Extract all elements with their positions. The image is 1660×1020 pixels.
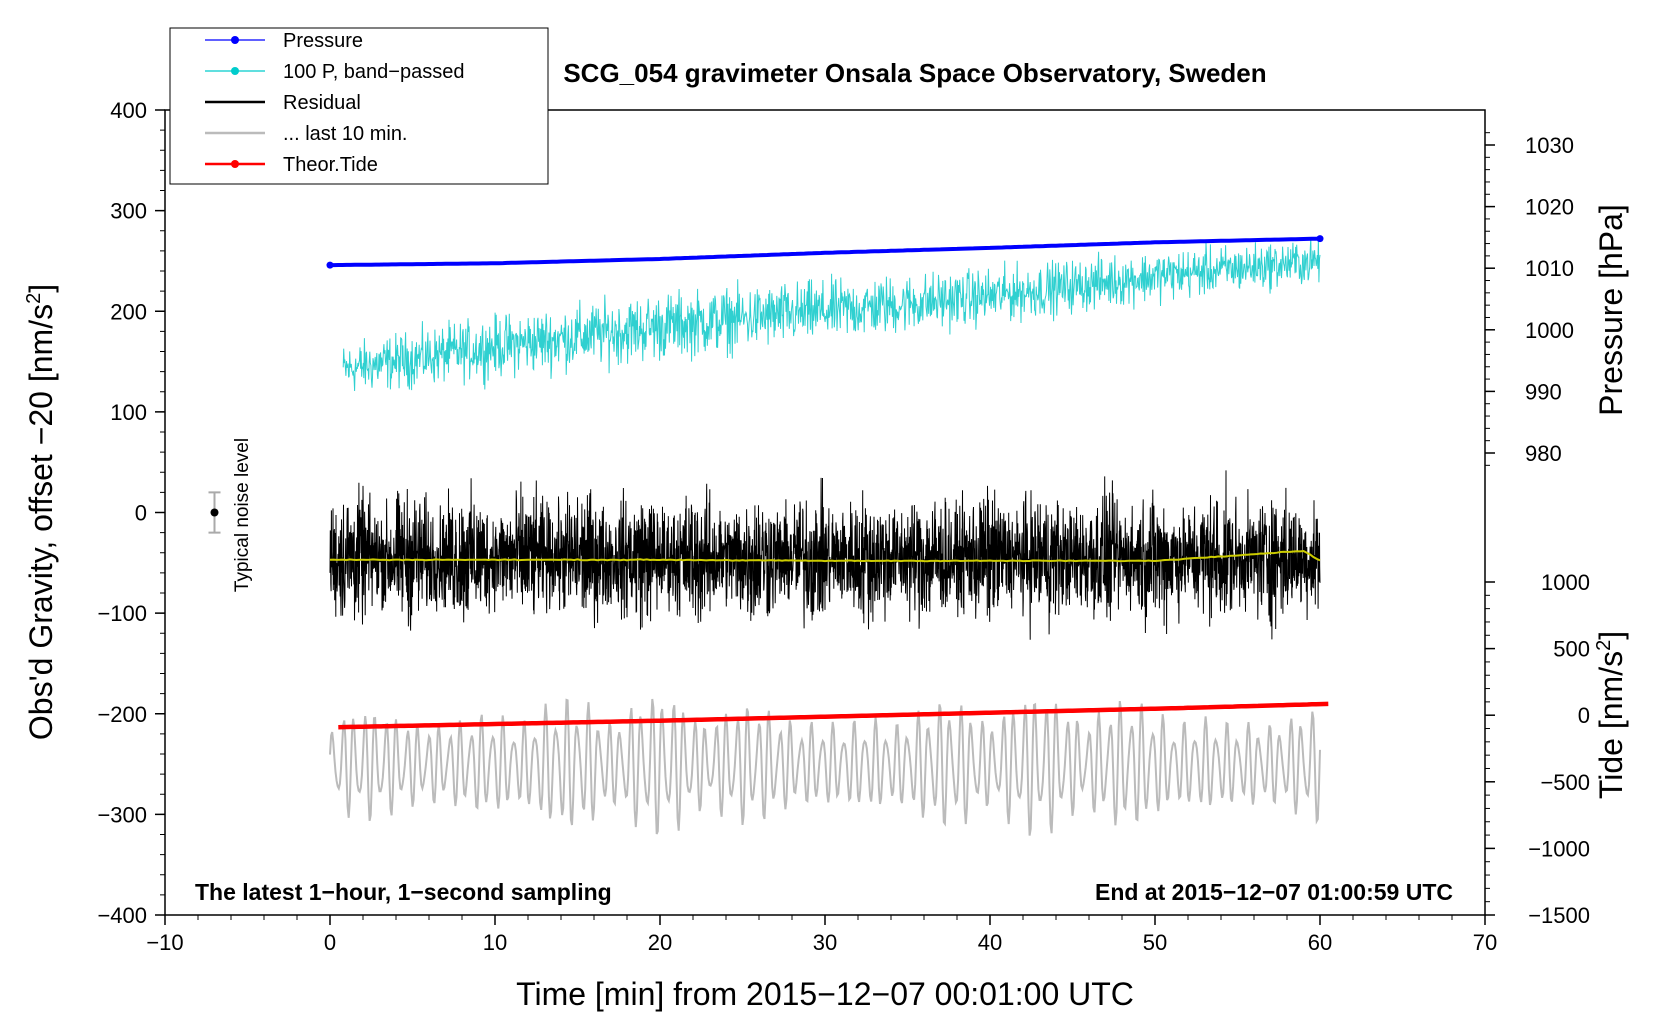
series-residual-smoothed-line	[329, 549, 1321, 563]
series-layer	[326, 235, 1329, 836]
y-tick-label: −200	[97, 702, 147, 727]
x-tick-label: 40	[978, 930, 1002, 955]
x-tick-label: 30	[813, 930, 837, 955]
x-axis-title: Time [min] from 2015−12−07 00:01:00 UTC	[516, 976, 1134, 1012]
y-axis-tide-title: Tide [nm/s2]	[1593, 631, 1629, 799]
pressure-tick-label: 990	[1525, 379, 1562, 404]
tide-tick-label: 0	[1578, 703, 1590, 728]
tide-tick-label: 500	[1553, 637, 1590, 662]
tide-tick-label: −1500	[1528, 903, 1590, 928]
y-axis-left-title: Obs'd Gravity, offset −20 [nm/s2]	[23, 284, 59, 740]
y-axis-pressure-title: Pressure [hPa]	[1593, 204, 1629, 416]
y-tick-label: −300	[97, 802, 147, 827]
series-pressure-end-point	[1316, 235, 1324, 243]
y-tick-label: 200	[110, 299, 147, 324]
legend-box	[169, 27, 549, 185]
tide-tick-label: 1000	[1541, 570, 1590, 595]
y-tick-label: −100	[97, 601, 147, 626]
y-tick-label: 300	[110, 199, 147, 224]
series-band-passed-line	[342, 237, 1321, 392]
pressure-tick-label: 980	[1525, 441, 1562, 466]
y-axis-pressure-ticks: 980 990 1000 1010 1020 1030	[1485, 132, 1574, 466]
x-tick-label: 10	[483, 930, 507, 955]
legend-label-2: Residual	[283, 92, 361, 114]
x-tick-label: 0	[324, 930, 336, 955]
annotation-end-time: End at 2015−12−07 01:00:59 UTC	[1095, 879, 1453, 905]
y-tick-label: 400	[110, 98, 147, 123]
annotation-sampling: The latest 1−hour, 1−second sampling	[195, 879, 612, 905]
pressure-tick-label: 1030	[1525, 133, 1574, 158]
series-last-10-min-line	[329, 698, 1321, 836]
y-axis-left-ticks: −400 −300 −200 −100 0 100 200 300 400	[97, 98, 165, 928]
legend-label-3: ... last 10 min.	[283, 123, 408, 145]
pressure-tick-label: 1020	[1525, 195, 1574, 220]
series-pressure-line	[330, 236, 1321, 268]
legend-marker-0	[231, 36, 239, 44]
series-pressure-start-point	[326, 261, 334, 269]
legend-entries: Pressure 100 P, band−passed Residual ... la…	[205, 30, 464, 176]
noise-level-label: Typical noise level	[232, 438, 253, 592]
y-axis-tide-ticks: −1500 −1000 −500 0 500 1000	[1485, 570, 1590, 928]
y-tick-label: 100	[110, 400, 147, 425]
legend-marker-4	[231, 160, 239, 168]
noise-bar	[208, 491, 221, 534]
y-tick-label: −400	[97, 903, 147, 928]
x-axis-ticks: −10 0 10 20 30 40 50 60 70	[146, 915, 1497, 955]
x-tick-label: 60	[1308, 930, 1332, 955]
y-tick-label: 0	[135, 501, 147, 526]
series-tide-line	[338, 701, 1329, 730]
x-tick-label: 50	[1143, 930, 1167, 955]
legend-label-4: Theor.Tide	[283, 154, 378, 176]
noise-bar-center-point	[210, 508, 219, 517]
x-tick-label: 20	[648, 930, 672, 955]
legend-marker-1	[231, 67, 239, 75]
pressure-tick-label: 1000	[1525, 318, 1574, 343]
x-tick-label: 70	[1473, 930, 1497, 955]
series-residual-line	[329, 470, 1321, 640]
x-tick-label: −10	[146, 930, 183, 955]
tide-tick-label: −1000	[1528, 836, 1590, 861]
tide-tick-label: −500	[1540, 770, 1590, 795]
legend: Pressure 100 P, band−passed Residual ... la…	[169, 27, 549, 185]
pressure-tick-label: 1010	[1525, 256, 1574, 281]
legend-label-1: 100 P, band−passed	[283, 61, 464, 83]
chart-title: SCG_054 gravimeter Onsala Space Observat…	[563, 58, 1266, 88]
legend-label-0: Pressure	[283, 30, 363, 52]
